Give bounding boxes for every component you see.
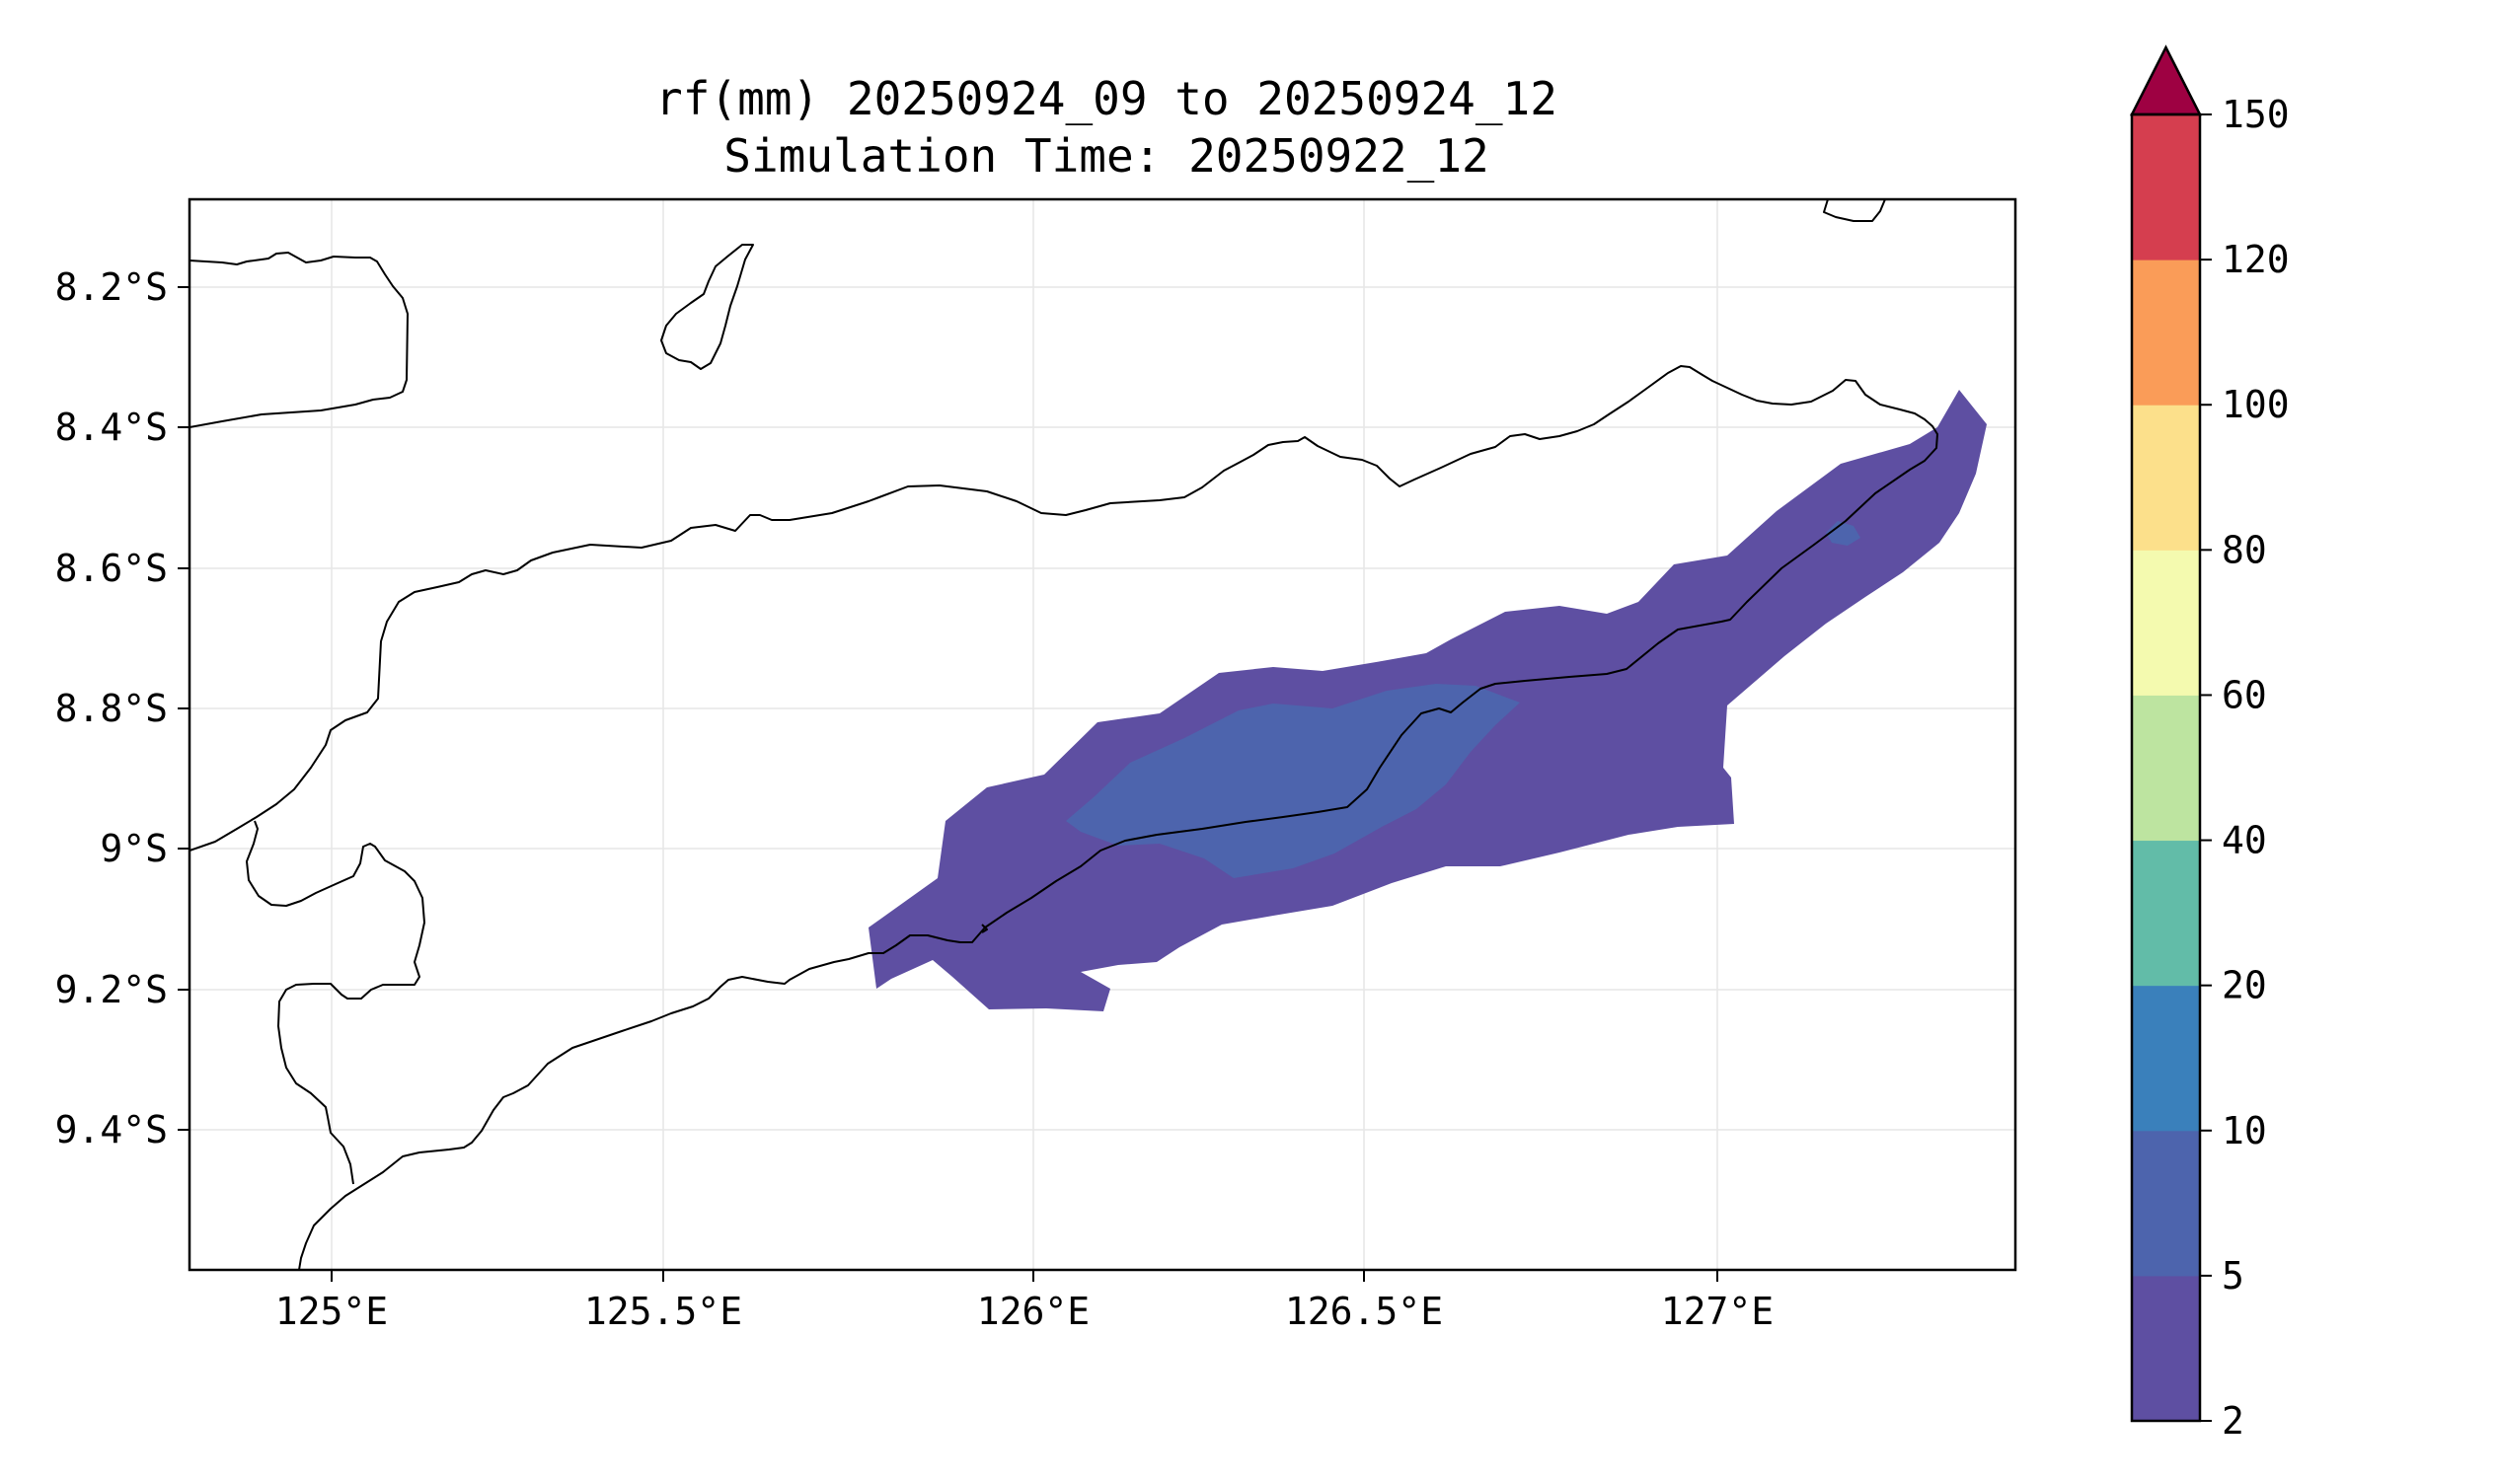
lon-tick-label: 125°E (275, 1290, 388, 1333)
colorbar-segment (2132, 985, 2200, 1132)
colorbar: 2 5 10 20 40 60 80 100 120 150 (2129, 44, 2290, 1443)
colorbar-frame (2130, 112, 2202, 1423)
lon-tick-label: 125.5°E (584, 1290, 742, 1333)
colorbar-segments (2132, 114, 2200, 1422)
coastline-south-timor (246, 820, 425, 1185)
lat-tick-label: 9.4°S (55, 1108, 168, 1151)
colorbar-segment (2132, 260, 2200, 406)
colorbar-segment (2132, 550, 2200, 696)
colorbar-tick-label: 2 (2222, 1399, 2244, 1443)
colorbar-tick-label: 10 (2222, 1109, 2267, 1152)
colorbar-tick-label: 60 (2222, 673, 2267, 716)
lat-tick-label: 8.6°S (55, 547, 168, 590)
colorbar-ticks: 2 5 10 20 40 60 80 100 120 150 (2200, 93, 2290, 1443)
coastline-north-west (189, 252, 409, 428)
axis-ticks (178, 286, 1718, 1282)
colorbar-segment (2132, 840, 2200, 987)
colorbar-tick-label: 80 (2222, 528, 2267, 571)
lat-tick-label: 8.4°S (55, 406, 168, 449)
lat-tick-label: 9.2°S (55, 968, 168, 1011)
coastline-north-timor (189, 365, 1938, 1270)
map-frame (188, 197, 2017, 1272)
lat-tick-label: 8.2°S (55, 265, 168, 309)
colorbar-tick-label: 20 (2222, 964, 2267, 1007)
lat-tick-label: 9°S (100, 827, 168, 870)
colorbar-extend-triangle (2129, 44, 2203, 116)
coastline-north-island (1823, 199, 1886, 222)
colorbar-segment (2132, 695, 2200, 842)
lat-tick-label: 8.8°S (55, 687, 168, 730)
colorbar-tick-label: 120 (2222, 238, 2290, 281)
colorbar-segment (2132, 405, 2200, 551)
colorbar-segment (2132, 1130, 2200, 1277)
colorbar-tick-label: 40 (2222, 819, 2267, 862)
map-panel: 125°E 125.5°E 126°E 126.5°E 127°E 8.2°S … (55, 197, 2017, 1333)
title-line-2: Simulation Time: 20250922_12 (723, 129, 1488, 183)
rainfall-spot-5-10 (1826, 521, 1860, 546)
colorbar-tick-label: 100 (2222, 383, 2290, 426)
coastline-atauro-island (660, 244, 754, 370)
colorbar-tick-label: 150 (2222, 93, 2290, 136)
colorbar-segment (2132, 1275, 2200, 1422)
coastlines (189, 199, 1938, 1270)
lon-tick-label: 127°E (1661, 1290, 1774, 1333)
coastline-small-islet (981, 924, 988, 933)
title-line-1: rf(mm) 20250924_09 to 20250924_12 (655, 72, 1557, 125)
lon-tick-label: 126°E (977, 1290, 1090, 1333)
colorbar-segment (2132, 114, 2200, 260)
lon-tick-label: 126.5°E (1285, 1290, 1443, 1333)
colorbar-tick-label: 5 (2222, 1254, 2244, 1298)
rainfall-band-5-10 (1066, 684, 1520, 878)
